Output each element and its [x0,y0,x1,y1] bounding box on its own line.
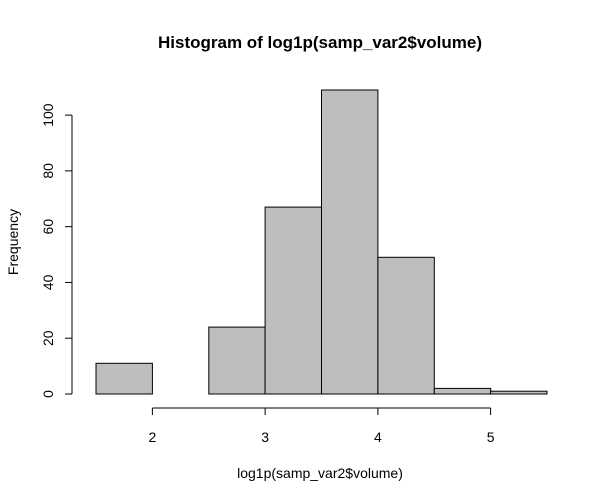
histogram-bar [377,256,435,395]
y-tick-label: 20 [40,330,56,346]
y-tick-label: 80 [40,163,56,179]
x-tick-label: 5 [487,429,495,445]
histogram-bar [264,206,323,395]
histogram-bar [433,387,492,395]
y-tick-label: 60 [40,219,56,235]
x-tick-label: 4 [374,429,382,445]
y-tick-label: 40 [40,274,56,290]
histogram-bar [208,326,266,395]
chart-title: Histogram of log1p(samp_var2$volume) [158,33,482,52]
y-tick-label: 0 [40,390,56,398]
histogram-bar [321,89,379,395]
x-tick-label: 2 [148,429,156,445]
x-tick-label: 3 [261,429,269,445]
y-axis: 0 20 40 60 80 100 [40,103,73,398]
x-axis-label: log1p(samp_var2$volume) [237,465,403,481]
y-axis-label: Frequency [5,209,21,275]
x-axis: 2 3 4 5 [148,407,495,445]
histogram-bar [490,390,548,395]
y-tick-label: 100 [40,103,56,127]
histogram-bar [95,362,153,395]
histogram-bars [95,89,548,395]
